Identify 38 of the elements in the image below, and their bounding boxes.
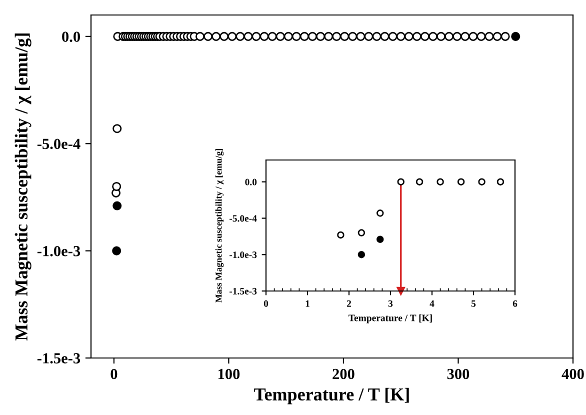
x-tick-label: 400 (562, 368, 584, 380)
point (112, 246, 122, 256)
y-tick-label: -1.5e-3 (37, 353, 80, 364)
x-tick-label: 6 (512, 300, 518, 307)
x-tick-label: 3 (388, 300, 393, 307)
y-tick-label: -5.0e-4 (230, 215, 257, 222)
x-tick-label: 200 (332, 368, 354, 380)
point (478, 178, 486, 186)
x-tick-label: 4 (430, 300, 434, 307)
y-axis-title: Mass Magnetic susceptibility / χ [emu/g] (215, 148, 224, 303)
x-tick-label: 100 (218, 368, 240, 380)
x-tick-label: 2 (346, 300, 352, 307)
y-tick-label: 0.0 (245, 178, 257, 186)
x-tick-label: 300 (447, 368, 470, 380)
point (496, 178, 504, 186)
point (457, 178, 465, 186)
x-tick-label: 0 (264, 300, 268, 307)
x-axis-title: Temperature / T [K] (348, 314, 432, 324)
point (436, 178, 444, 186)
point (358, 251, 366, 258)
y-tick-label: -5.0e-4 (37, 138, 80, 150)
y-tick-label: 0.0 (62, 32, 80, 42)
x-axis-title: Temperature / T [K] (254, 388, 409, 404)
point (511, 32, 520, 41)
y-tick-label: -1.5e-3 (230, 288, 257, 295)
point (112, 201, 122, 210)
point (376, 236, 384, 243)
x-tick-label: 0 (110, 368, 118, 380)
point (416, 178, 424, 186)
x-tick-label: 1 (306, 300, 310, 307)
point (376, 210, 384, 217)
point (397, 178, 404, 186)
y-axis-title: Mass Magnetic susceptibility / χ [emu/g] (14, 33, 32, 341)
y-tick-label: -1.0e-3 (37, 246, 80, 256)
point (337, 231, 344, 239)
y-tick-label: -1.0e-3 (230, 252, 257, 258)
point (358, 229, 366, 236)
x-tick-label: 5 (471, 300, 476, 307)
